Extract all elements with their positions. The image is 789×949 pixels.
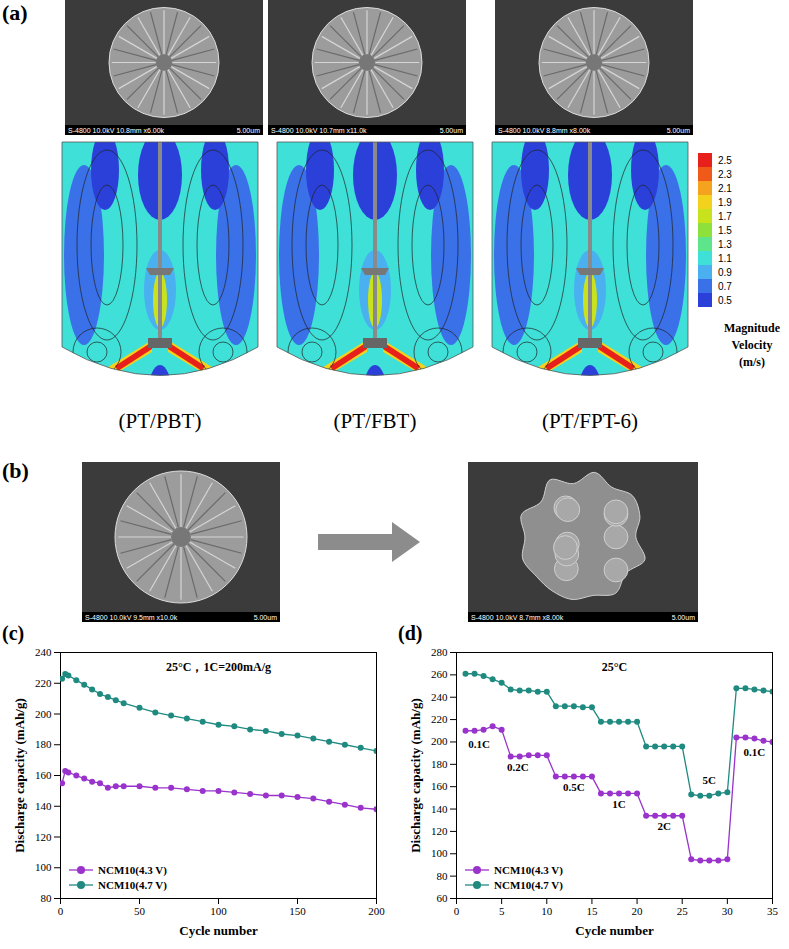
svg-text:S-4800 10.0kV 8.7mm x8.00k: S-4800 10.0kV 8.7mm x8.00k — [471, 614, 564, 621]
svg-text:S-4800 10.0kV 9.5mm x10.0k: S-4800 10.0kV 9.5mm x10.0k — [85, 614, 178, 621]
svg-text:120: 120 — [35, 831, 52, 843]
svg-text:Magnitude: Magnitude — [724, 321, 781, 335]
svg-text:180: 180 — [35, 738, 52, 750]
svg-text:50: 50 — [134, 905, 146, 917]
svg-text:0.7: 0.7 — [718, 281, 732, 292]
html-text:NCM10(4.3 V): NCM10(4.3 V) — [494, 863, 563, 876]
svg-text:2C: 2C — [657, 820, 671, 832]
svg-text:1.1: 1.1 — [718, 253, 732, 264]
svg-text:1.3: 1.3 — [718, 239, 732, 250]
svg-text:5.00um: 5.00um — [254, 614, 278, 621]
svg-text:15: 15 — [586, 905, 598, 917]
svg-text:Discharge capacity (mAh/g): Discharge capacity (mAh/g) — [408, 698, 423, 853]
svg-text:140: 140 — [35, 800, 52, 812]
svg-text:180: 180 — [431, 758, 448, 770]
svg-text:200: 200 — [35, 708, 52, 720]
svg-text:100: 100 — [210, 905, 227, 917]
svg-text:200: 200 — [431, 735, 448, 747]
svg-text:60: 60 — [437, 892, 449, 904]
svg-text:160: 160 — [431, 780, 448, 792]
svg-text:35: 35 — [767, 905, 779, 917]
svg-text:220: 220 — [35, 677, 52, 689]
svg-text:S-4800 10.0kV 10.7mm x11.0k: S-4800 10.0kV 10.7mm x11.0k — [271, 127, 367, 134]
svg-text:5.00um: 5.00um — [667, 127, 691, 134]
svg-text:0: 0 — [454, 905, 460, 917]
svg-text:200: 200 — [368, 905, 385, 917]
svg-text:240: 240 — [35, 646, 52, 658]
svg-text:0.9: 0.9 — [718, 267, 732, 278]
svg-text:80: 80 — [41, 892, 53, 904]
svg-text:100: 100 — [431, 847, 448, 859]
html-text:(d): (d) — [398, 622, 423, 644]
html-text:NCM10(4.7 V): NCM10(4.7 V) — [98, 878, 167, 891]
svg-text:100: 100 — [35, 861, 52, 873]
svg-text:1.7: 1.7 — [718, 211, 732, 222]
svg-text:2.3: 2.3 — [718, 169, 732, 180]
svg-text:0.2C: 0.2C — [507, 761, 529, 773]
svg-text:150: 150 — [289, 905, 306, 917]
svg-text:(b): (b) — [2, 458, 29, 483]
svg-text:1C: 1C — [612, 798, 626, 810]
svg-text:20: 20 — [632, 905, 644, 917]
svg-text:Velocity: Velocity — [732, 338, 773, 352]
svg-text:0.5: 0.5 — [718, 295, 732, 306]
svg-text:25: 25 — [677, 905, 689, 917]
svg-text:25°C: 25°C — [602, 660, 627, 674]
svg-text:140: 140 — [431, 803, 448, 815]
svg-text:Cycle number: Cycle number — [575, 923, 654, 938]
html-text:NCM10(4.7 V): NCM10(4.7 V) — [494, 878, 563, 891]
svg-text:1.5: 1.5 — [718, 225, 732, 236]
svg-text:S-4800 10.0kV 10.8mm x6.00k: S-4800 10.0kV 10.8mm x6.00k — [68, 127, 165, 134]
svg-text:(PT/PBT): (PT/PBT) — [119, 409, 202, 433]
svg-text:0.1C: 0.1C — [468, 738, 490, 750]
svg-text:5.00um: 5.00um — [672, 614, 696, 621]
svg-text:10: 10 — [541, 905, 553, 917]
svg-text:Discharge capacity (mAh/g): Discharge capacity (mAh/g) — [12, 698, 27, 853]
svg-text:240: 240 — [431, 691, 448, 703]
svg-text:5.00um: 5.00um — [440, 127, 464, 134]
svg-text:80: 80 — [437, 870, 449, 882]
svg-text:5C: 5C — [703, 773, 717, 785]
svg-text:25°C，1C=200mA/g: 25°C，1C=200mA/g — [166, 660, 271, 674]
svg-text:1.9: 1.9 — [718, 197, 732, 208]
svg-text:160: 160 — [35, 769, 52, 781]
html-text:NCM10(4.3 V): NCM10(4.3 V) — [98, 863, 167, 876]
svg-text:5: 5 — [499, 905, 505, 917]
svg-text:(m/s): (m/s) — [739, 355, 765, 369]
svg-text:120: 120 — [431, 825, 448, 837]
svg-text:0.5C: 0.5C — [563, 781, 585, 793]
svg-text:260: 260 — [431, 668, 448, 680]
svg-text:(a): (a) — [2, 0, 28, 25]
svg-text:220: 220 — [431, 713, 448, 725]
svg-text:2.5: 2.5 — [718, 155, 732, 166]
svg-text:30: 30 — [722, 905, 734, 917]
html-text:(c): (c) — [2, 622, 25, 644]
svg-text:(PT/FBT): (PT/FBT) — [334, 409, 417, 433]
svg-text:5.00um: 5.00um — [237, 127, 261, 134]
svg-text:(PT/FPT-6): (PT/FPT-6) — [542, 409, 638, 433]
svg-text:0: 0 — [58, 905, 64, 917]
svg-text:280: 280 — [431, 646, 448, 658]
svg-text:S-4800 10.0kV 8.8mm x8.00k: S-4800 10.0kV 8.8mm x8.00k — [498, 127, 591, 134]
svg-text:2.1: 2.1 — [718, 183, 732, 194]
svg-text:0.1C: 0.1C — [744, 746, 766, 758]
svg-text:Cycle number: Cycle number — [179, 923, 258, 938]
